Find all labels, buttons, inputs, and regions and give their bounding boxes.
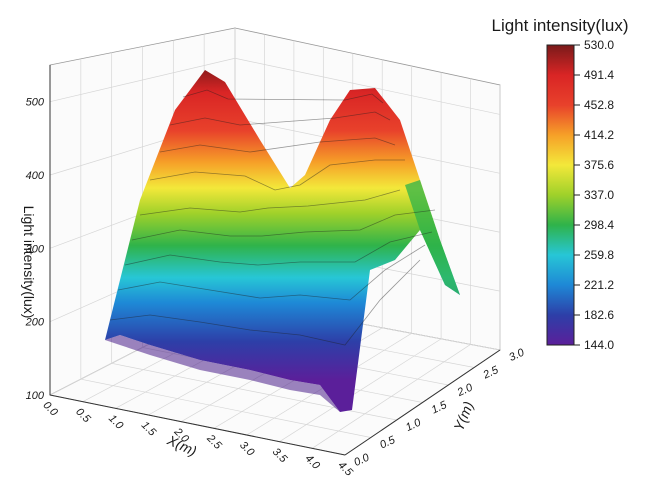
colorbar-tick-label: 452.8 (584, 98, 614, 112)
z-tick-label: 400 (26, 170, 45, 182)
z-tick-label: 300 (26, 243, 45, 255)
surface (105, 70, 460, 412)
contour-lines (109, 89, 436, 346)
colorbar-ticks: 530.0 491.4 452.8 414.2 375.6 337.0 298.4 259.8… (574, 38, 614, 352)
colorbar-tick-label: 298.4 (584, 218, 614, 232)
colorbar-tick-label: 144.0 (584, 338, 614, 352)
x-tick-label: 1.5 (139, 419, 159, 439)
y-tick-label: 1.0 (404, 416, 424, 434)
y-tick-label: 3.0 (507, 346, 527, 364)
y-tick-label: 2.5 (481, 364, 502, 382)
colorbar-tick-label: 375.6 (584, 158, 614, 172)
y-tick-label: 1.5 (430, 399, 450, 417)
x-tick-label: 4.5 (335, 459, 355, 479)
x-tick-label: 3.0 (237, 439, 257, 459)
contour-line (159, 137, 396, 153)
y-axis-title: Y(m) (450, 399, 476, 433)
colorbar-tick-label: 337.0 (584, 188, 614, 202)
x-tick-label: 1.0 (106, 413, 126, 433)
surface-front-edge (105, 335, 352, 412)
y-tick-label: 0.5 (378, 434, 398, 452)
colorbar-tick-label: 530.0 (584, 38, 614, 52)
colorbar (546, 44, 575, 346)
colorbar-title: Light intensity(lux) (491, 16, 628, 35)
surface-area (105, 70, 460, 412)
x-tick-label: 3.5 (270, 446, 290, 466)
contour-line (182, 89, 384, 104)
contour-line (117, 244, 426, 301)
x-tick-label: 4.0 (303, 453, 323, 473)
contour-line (149, 159, 405, 191)
colorbar-tick-label: 414.2 (584, 128, 614, 142)
y-tick-label: 0.0 (352, 451, 372, 469)
contour-line (169, 111, 391, 126)
colorbar-tick-label: 491.4 (584, 68, 614, 82)
x-axis-line (49, 394, 346, 456)
floor-grid-y (111, 362, 397, 421)
z-tick-label: 200 (25, 317, 45, 329)
z-grid-line (49, 57, 501, 115)
colorbar-tick-label: 259.8 (584, 248, 614, 262)
z-tick-label: 100 (26, 390, 45, 402)
colorbar-tick-label: 221.2 (584, 278, 614, 292)
x-axis-title: X(m) (164, 431, 199, 459)
y-tick-label: 2.0 (455, 381, 476, 399)
x-tick-label: 2.5 (204, 432, 225, 453)
x-tick-label: 0.0 (40, 399, 60, 419)
contour-line (109, 259, 421, 346)
x-tick-label: 0.5 (73, 406, 93, 426)
contour-line (124, 231, 433, 266)
surface-back-fold (405, 180, 460, 295)
z-axis-title: Light intensity(lux) (21, 206, 37, 319)
y-axis-line (344, 349, 501, 456)
z-tick-label: 500 (26, 97, 45, 109)
floor-grid-y (80, 378, 371, 438)
contour-line (131, 209, 436, 241)
colorbar-tick-label: 182.6 (584, 308, 614, 322)
contour-line (139, 189, 401, 216)
